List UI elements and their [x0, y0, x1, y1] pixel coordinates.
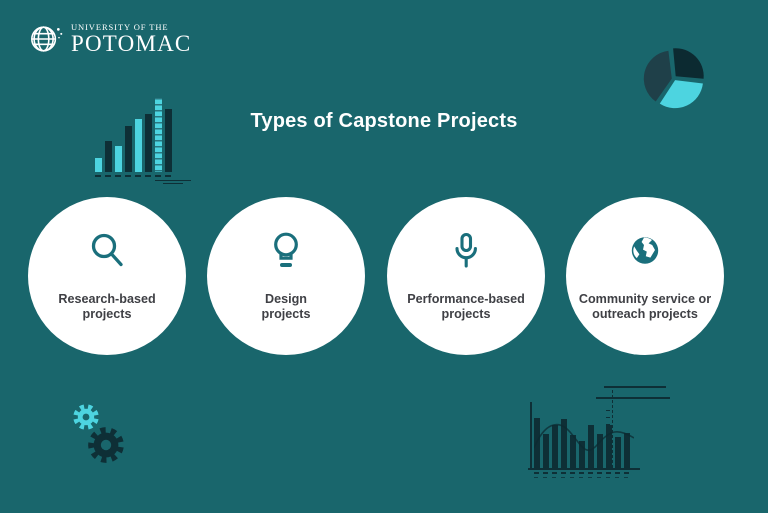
card-community-service: Community service or outreach projects	[566, 197, 724, 355]
pie-slice-cyan	[659, 80, 703, 109]
small-cyan-gear	[73, 404, 99, 430]
card-research-based: Research-based projects	[28, 197, 186, 355]
decor-bars	[95, 92, 172, 172]
pie-slice-dark	[673, 48, 704, 79]
lightbulb-icon	[207, 229, 365, 275]
globe-icon	[566, 229, 724, 275]
pie-slice-slate	[643, 50, 672, 102]
decor-pie-chart	[643, 48, 704, 109]
card-label: Design projects	[261, 292, 311, 322]
card-label: Community service or outreach projects	[578, 292, 712, 322]
brand-logo: UNIVERSITY OF THE POTOMAC	[30, 22, 191, 55]
card-label: Research-based projects	[58, 292, 156, 322]
card-performance-based: Performance-based projects	[387, 197, 545, 355]
page-title: Types of Capstone Projects	[250, 110, 518, 132]
card-label: Performance-based projects	[407, 292, 525, 322]
globe-logo-icon	[31, 25, 63, 52]
logo-sparkle-dots	[56, 27, 63, 38]
decor-axis-ticks	[95, 175, 171, 177]
decor-y-axis	[530, 402, 532, 468]
decor-bar-chart-bottom-right	[524, 384, 674, 486]
decor-trend-curve	[534, 423, 634, 451]
brand-name-line1: UNIVERSITY OF THE	[71, 22, 169, 32]
decor-bar-chart-top-left	[93, 92, 193, 184]
decor-axis-ticks-row2	[534, 477, 628, 479]
decor-gears	[73, 404, 124, 463]
decor-bars	[534, 414, 630, 468]
brand-name: UNIVERSITY OF THE POTOMAC	[71, 22, 191, 55]
search-icon	[28, 229, 186, 275]
large-dark-gear	[88, 427, 124, 463]
decor-caption-line	[163, 182, 183, 184]
decor-axis-ticks	[534, 472, 629, 474]
microphone-icon	[387, 229, 545, 275]
card-design: Design projects	[207, 197, 365, 355]
decor-dashed-rule	[604, 386, 666, 388]
decor-dashed-guide	[612, 390, 613, 468]
decor-dashed-rule	[596, 397, 670, 399]
brand-name-line2: POTOMAC	[71, 31, 192, 56]
decor-caption-line	[155, 179, 191, 181]
decor-x-axis	[528, 468, 640, 470]
